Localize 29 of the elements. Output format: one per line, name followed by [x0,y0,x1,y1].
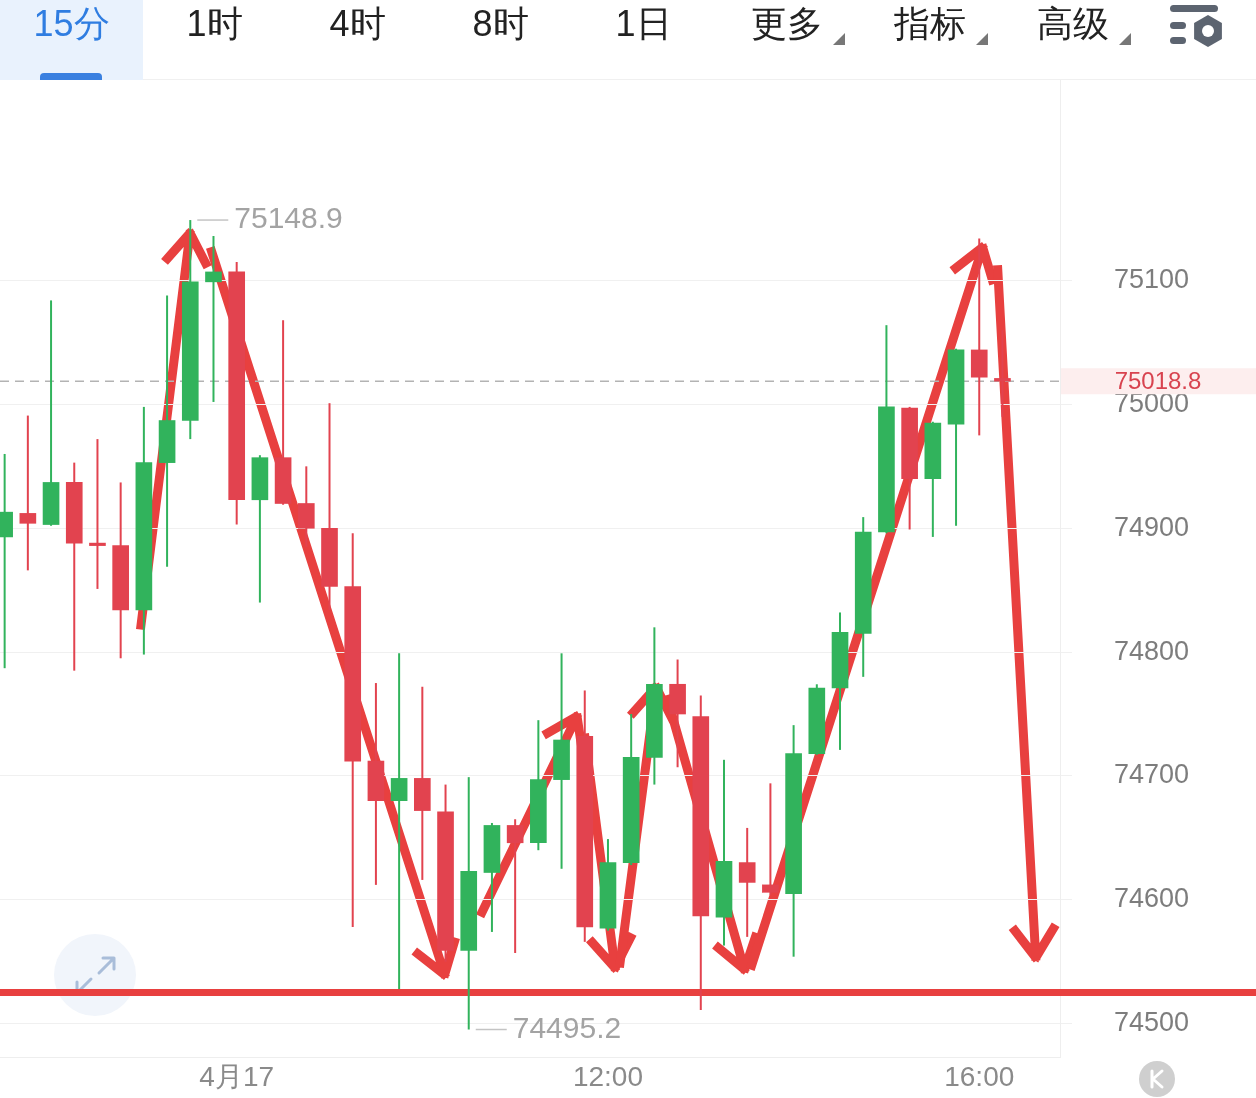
candlestick [738,826,756,938]
x-tick-label: 12:00 [572,1060,644,1092]
text: 8时 [472,3,529,44]
annotation: 75148.9 [234,201,343,235]
candlestick [390,652,408,990]
text: 4时 [329,3,386,44]
y-tick-label: 74800 [1114,635,1190,666]
text: 15分 [33,3,110,44]
y-tick-label: 74900 [1114,511,1190,542]
candlestick [994,329,1011,418]
y-tick-label: 74500 [1114,1007,1190,1038]
text: 1日 [615,3,672,44]
x-tick-label: 16:00 [944,1060,1015,1092]
x-tick-label: 4月17 [199,1060,275,1092]
candlestick [205,235,222,403]
annotation: 74495.2 [512,1010,622,1044]
text: 更多 [750,3,823,44]
ref-line-label: 75018.8 [1114,366,1202,394]
y-tick-label: 75100 [1114,264,1190,295]
candlestick [19,414,37,572]
y-tick-label: 74600 [1114,883,1190,914]
text: 1时 [186,3,243,44]
y-tick-label: 74700 [1114,759,1190,790]
text: 指标 [893,3,966,44]
candlestick [970,237,988,437]
candlestick [506,818,524,954]
candlestick [762,782,779,896]
candlestick [89,438,106,590]
text: 高级 [1036,3,1109,44]
